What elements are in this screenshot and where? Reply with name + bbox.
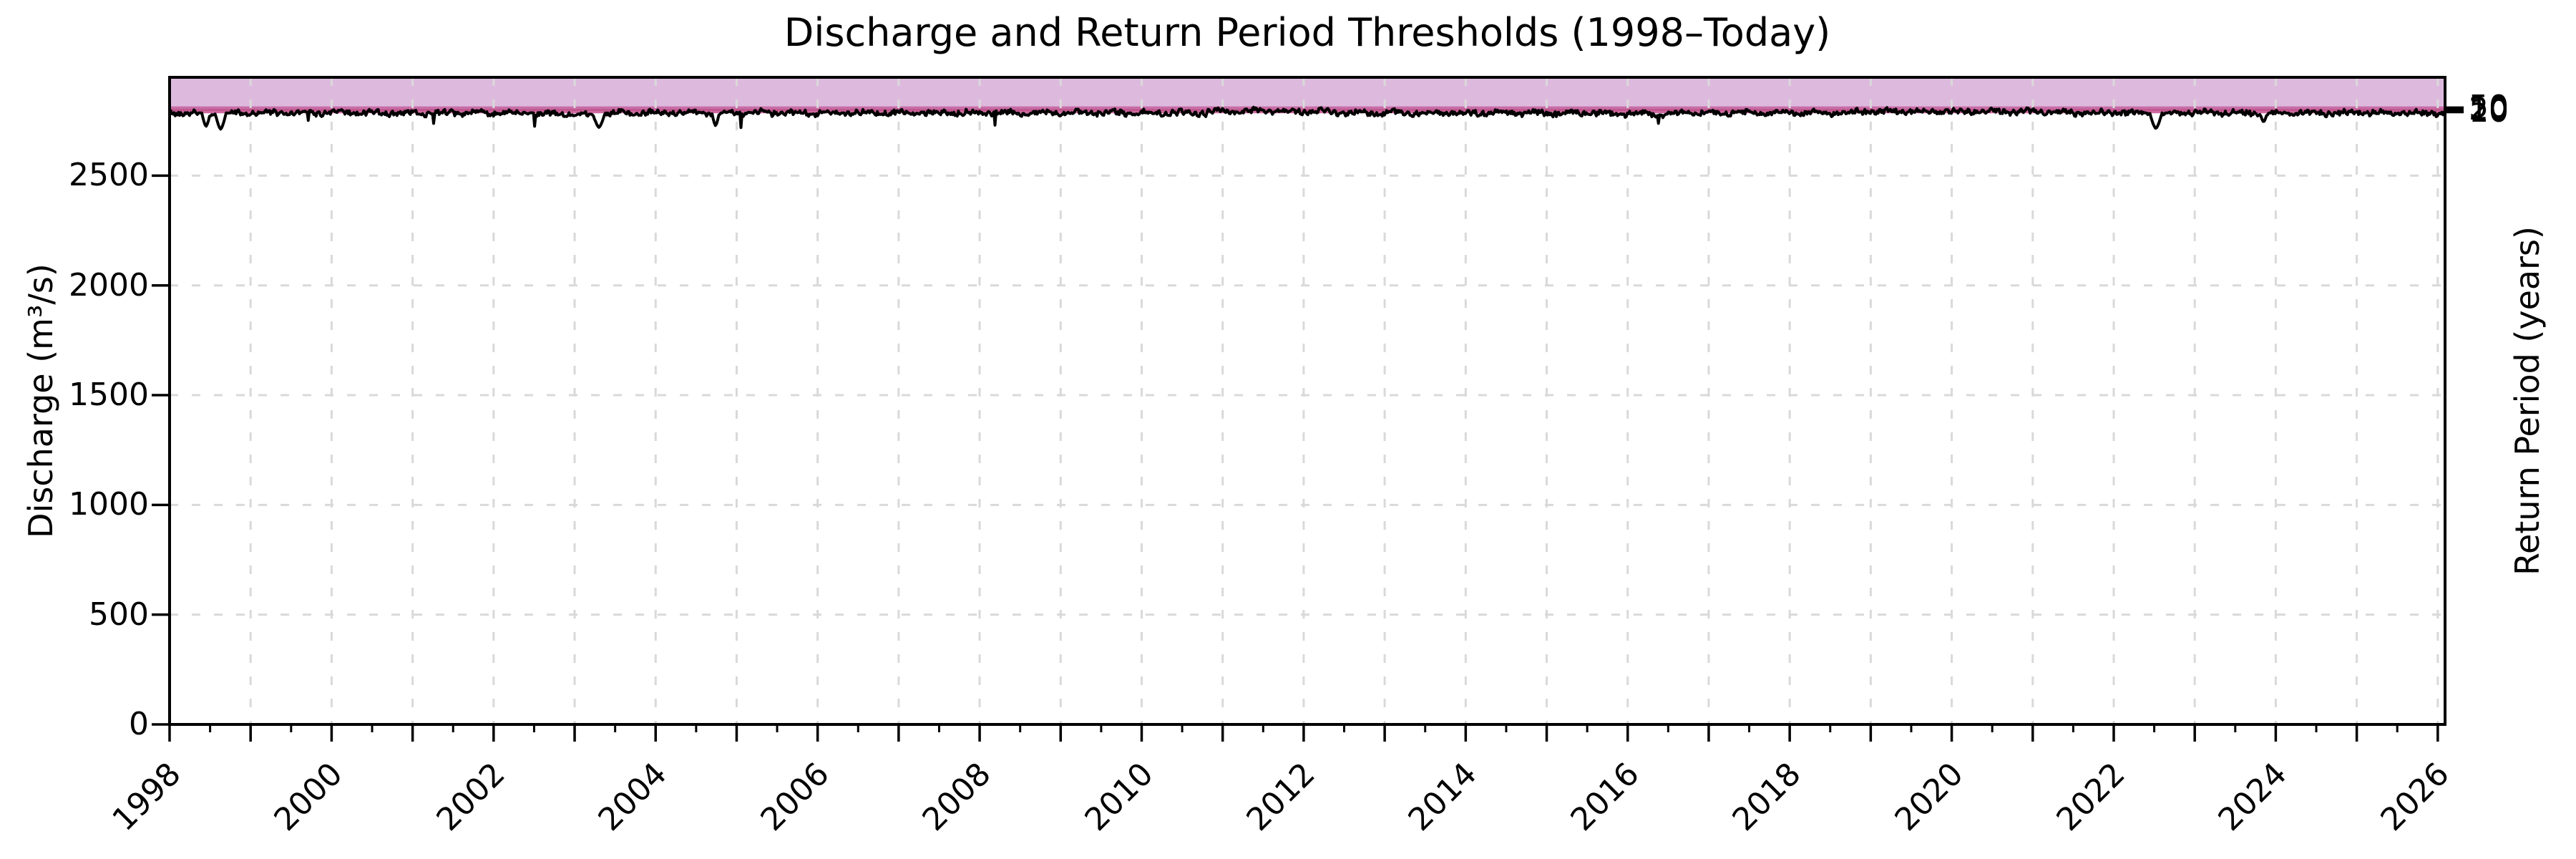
- discharge-line: [168, 105, 2446, 131]
- y-tick-label: 500: [89, 596, 149, 633]
- y-tick-label: 1000: [69, 486, 149, 523]
- y-tick-label: 1500: [69, 377, 149, 414]
- y-tick-label: 2500: [69, 157, 149, 194]
- chart-title: Discharge and Return Period Thresholds (…: [784, 10, 1831, 55]
- y-axis-label-right: Return Period (years): [2508, 226, 2547, 576]
- axes-spines: [168, 76, 2446, 726]
- exceedance-band: [170, 77, 2445, 108]
- right-tick-label: 10: [2469, 93, 2509, 130]
- y-tick-label: 0: [129, 706, 149, 742]
- y-tick-label: 2000: [69, 266, 149, 304]
- right-tick-label: 50: [2469, 89, 2509, 126]
- right-tick-label: 20: [2469, 91, 2509, 128]
